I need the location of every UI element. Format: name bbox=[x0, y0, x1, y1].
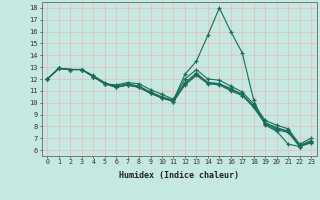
X-axis label: Humidex (Indice chaleur): Humidex (Indice chaleur) bbox=[119, 171, 239, 180]
